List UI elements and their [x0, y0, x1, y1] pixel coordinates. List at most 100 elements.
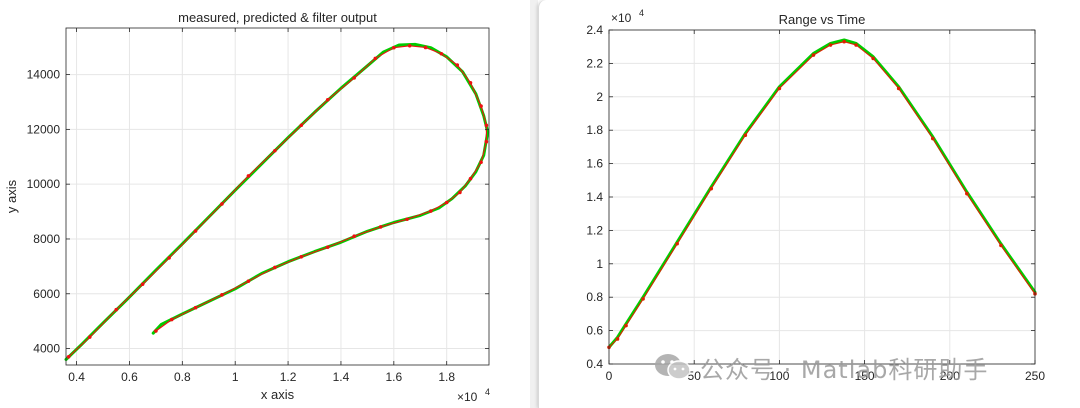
range-vs-time-chart: 0 50 100 150 200 250 0.4 0.6 0.8 1 1.2 1.4 1.6 1.8 2 2.… — [586, 8, 1045, 383]
x-tick-label: 0 — [606, 369, 613, 383]
series-1-point — [455, 63, 460, 67]
series-1-point — [220, 293, 224, 297]
series-1-point — [468, 80, 473, 85]
series-1-point — [169, 317, 174, 322]
series-1-point — [429, 209, 433, 213]
chart-title: measured, predicted & filter output — [178, 10, 377, 25]
series-1-line — [608, 41, 1036, 348]
y-tick-label: 1.8 — [586, 123, 603, 137]
y-tick-label: 1.4 — [586, 190, 603, 204]
series-1-point — [479, 104, 483, 108]
y-tick-label: 2.4 — [586, 23, 603, 37]
y-tick-label: 12000 — [27, 122, 61, 136]
figure-window-right: 0 50 100 150 200 250 0.4 0.6 0.8 1 1.2 1.4 1.6 1.8 2 2.… — [538, 0, 1080, 408]
series-1-point — [423, 45, 428, 50]
series-1-point — [140, 282, 145, 286]
y-tick-label: 2 — [596, 90, 603, 104]
series-1-point — [392, 45, 396, 50]
window-gap — [530, 0, 538, 408]
watermark-text: 公众号 · Matlab科研助手 — [700, 355, 989, 384]
series-1-point — [484, 123, 489, 128]
series-1-point — [709, 186, 714, 191]
series-1-line — [68, 45, 487, 358]
x-tick-label: 250 — [1025, 369, 1045, 383]
x-exponent-power: 4 — [485, 387, 490, 397]
chart-title: Range vs Time — [779, 12, 866, 27]
axes-frame — [65, 27, 490, 366]
plot-area — [66, 28, 489, 365]
series-1-point — [965, 191, 969, 196]
series-1-point — [246, 174, 251, 178]
series-1-point — [154, 329, 158, 333]
y-tick-label: 10000 — [27, 177, 61, 191]
series-1-point — [378, 225, 383, 229]
y-tick-label: 0.6 — [586, 324, 603, 338]
x-exponent-label: ×10 — [457, 390, 478, 404]
series-1-point — [675, 241, 679, 246]
x-tick-label: 0.6 — [121, 370, 138, 384]
series-1-point — [444, 200, 449, 205]
series-1-point — [615, 337, 620, 341]
series-1-point — [167, 256, 171, 260]
y-tick-label: 0.8 — [586, 290, 603, 304]
series-1-point — [479, 160, 483, 165]
series-1-point — [811, 53, 816, 57]
series-1-point — [871, 56, 875, 61]
trajectory-chart: 0.4 0.6 0.8 1 1.2 1.4 1.6 1.8 4000 6000 8000 10000 1… — [4, 10, 490, 404]
series-1-point — [641, 297, 645, 301]
y-exponent-label: ×10 — [611, 11, 632, 25]
y-tick-label: 8000 — [33, 232, 60, 246]
x-axis-label: x axis — [261, 387, 295, 402]
series-1-point — [114, 307, 119, 312]
series-1-point — [743, 133, 748, 138]
x-tick-label: 100 — [769, 369, 789, 383]
y-tick-label: 0.4 — [586, 357, 603, 371]
series-1-point — [999, 243, 1003, 248]
x-tick-label: 0.4 — [68, 370, 85, 384]
x-tick-label: 0.8 — [174, 370, 191, 384]
series-1-point — [193, 229, 198, 233]
x-tick-label: 1.6 — [385, 370, 402, 384]
y-tick-label: 4000 — [33, 342, 60, 356]
x-tick-label: 1.2 — [280, 370, 297, 384]
series-1-point — [405, 217, 409, 222]
y-axis-label: y axis — [4, 179, 19, 213]
y-tick-label: 6000 — [33, 287, 60, 301]
series-1-point — [299, 123, 304, 128]
series-1-point — [220, 202, 224, 206]
y-tick-label: 1.6 — [586, 157, 603, 171]
series-1-point — [484, 139, 489, 144]
series-1-point — [777, 86, 782, 91]
series-1-point — [439, 51, 444, 56]
series-0-line — [607, 38, 1037, 349]
y-exponent-power: 4 — [639, 8, 644, 18]
x-tick-label: 150 — [855, 369, 875, 383]
series-1-point — [624, 323, 628, 328]
x-tick-label: 1.4 — [333, 370, 350, 384]
figure-window-left: 0.4 0.6 0.8 1 1.2 1.4 1.6 1.8 4000 6000 8000 10000 1… — [0, 0, 530, 408]
x-tick-label: 50 — [688, 369, 702, 383]
series-1-point — [930, 136, 935, 141]
series-1-point — [325, 245, 330, 249]
series-1-point — [352, 234, 356, 239]
series-1-point — [352, 76, 356, 80]
series-1-point — [458, 190, 462, 195]
y-tick-label: 1.2 — [586, 223, 603, 237]
series-1-point — [854, 43, 858, 47]
series-1-point — [407, 44, 412, 48]
x-tick-label: 1 — [232, 370, 239, 384]
series-1-point — [299, 254, 304, 259]
x-tick-label: 200 — [940, 369, 960, 383]
series-1-point — [896, 86, 901, 91]
series-1-point — [87, 335, 92, 339]
x-tick-label: 1.8 — [438, 370, 455, 384]
watermark: 公众号 · Matlab科研助手 — [654, 350, 988, 384]
series-1-point — [66, 354, 71, 359]
series-1-point — [373, 56, 378, 61]
series-1-point — [273, 265, 277, 270]
series-1-point — [246, 279, 251, 283]
y-tick-label: 2.2 — [586, 56, 603, 70]
series-1-point — [842, 39, 846, 44]
y-tick-label: 1 — [596, 257, 603, 271]
series-1-point — [193, 305, 198, 310]
